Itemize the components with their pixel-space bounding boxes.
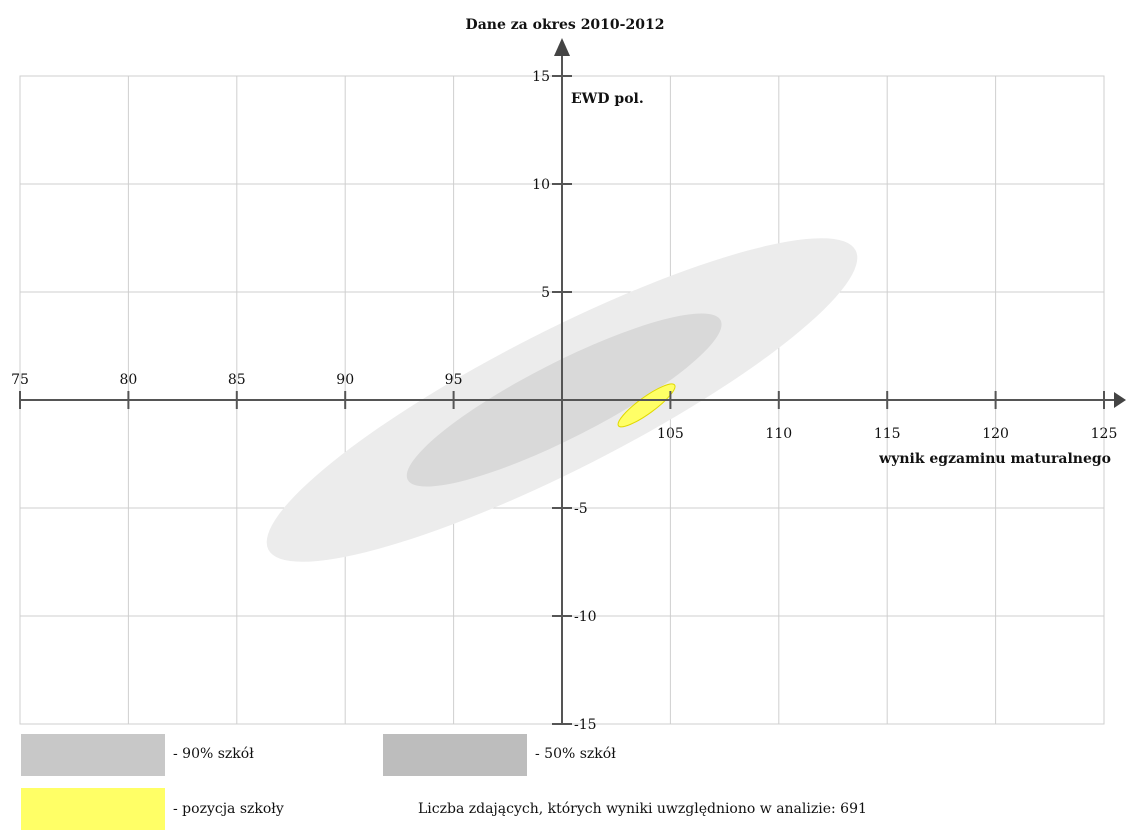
x-tick-label: 80: [119, 372, 137, 388]
x-tick-label: 75: [11, 372, 29, 388]
x-tick-label: 85: [228, 372, 246, 388]
y-axis-arrow: [554, 38, 570, 56]
legend-label-50: - 50% szkół: [535, 746, 616, 762]
y-tick-label: 10: [532, 177, 550, 193]
chart-title: Dane za okres 2010-2012: [466, 17, 665, 33]
y-tick-label: 15: [532, 69, 550, 85]
x-tick-label: 110: [765, 426, 792, 442]
ewd-chart: 75 80 85 90 95 105 110 115 120 125 -15 -10 -5 5 10 15 D…: [11, 17, 1126, 730]
y-tick-label: 5: [541, 285, 550, 301]
legend-swatch-school: [21, 788, 165, 830]
x-tick-label: 115: [874, 426, 901, 442]
x-axis-label: wynik egzaminu maturalnego: [878, 451, 1111, 467]
y-tick-label: -10: [574, 609, 597, 625]
legend-label-school: - pozycja szkoły: [173, 801, 284, 817]
x-axis-arrow: [1114, 392, 1126, 408]
x-tick-label: 95: [445, 372, 463, 388]
legend-swatch-50: [383, 734, 527, 776]
x-tick-label: 105: [657, 426, 684, 442]
student-count-note: Liczba zdających, których wyniki uwzględ…: [418, 801, 867, 817]
legend-label-90: - 90% szkół: [173, 746, 254, 762]
y-tick-label: -15: [574, 717, 597, 730]
y-axis-label: EWD pol.: [571, 91, 644, 107]
x-tick-label: 120: [982, 426, 1009, 442]
y-tick-label: -5: [574, 501, 588, 517]
ticks: 75 80 85 90 95 105 110 115 120 125 -15 -10 -5 5 10 15: [11, 69, 1117, 730]
x-tick-label: 125: [1091, 426, 1118, 442]
x-tick-label: 90: [336, 372, 354, 388]
school-position-region: [617, 383, 676, 428]
legend-swatch-90: [21, 734, 165, 776]
